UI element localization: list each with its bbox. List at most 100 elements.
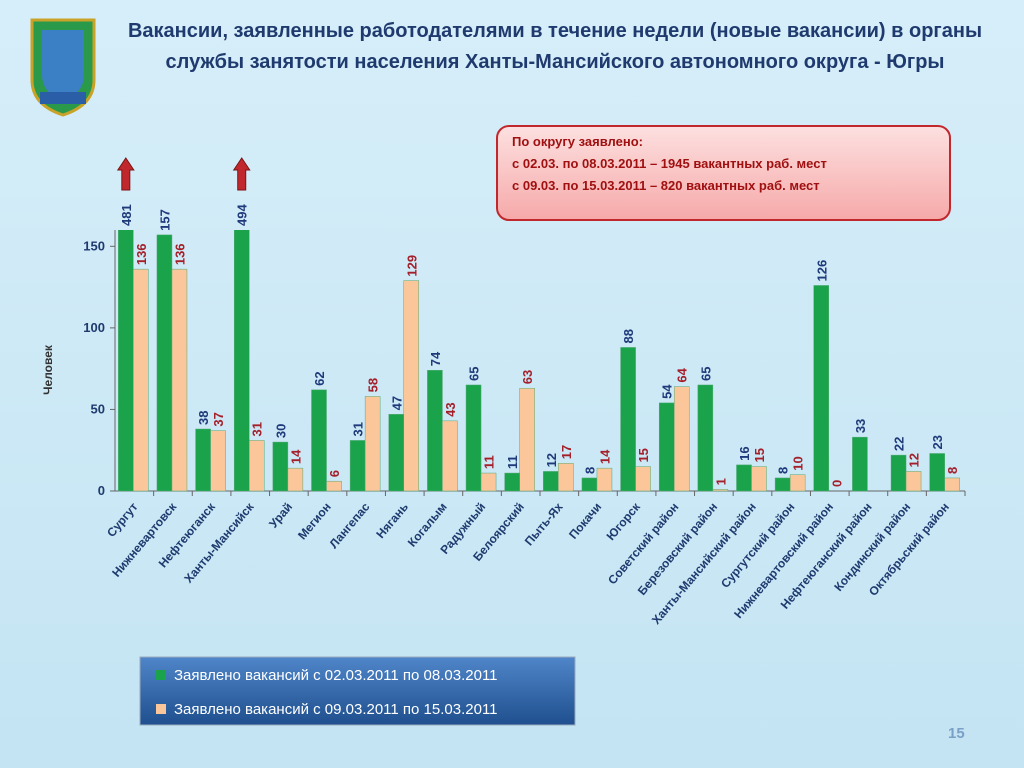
value-label: 6	[327, 470, 342, 477]
bar	[427, 370, 443, 492]
bar	[673, 386, 690, 492]
bar	[388, 414, 405, 492]
bar	[442, 420, 458, 492]
x-tick-label: Ханты-Мансийск	[181, 499, 257, 586]
y-tick-label: 0	[98, 483, 105, 498]
bar	[287, 467, 304, 492]
legend-swatch	[156, 670, 166, 680]
bar	[195, 428, 211, 492]
value-label: 136	[172, 243, 187, 265]
value-label: 43	[443, 402, 458, 416]
bar	[504, 472, 520, 492]
legend	[139, 656, 576, 726]
x-tick-label: Урай	[266, 500, 295, 531]
value-label: 129	[404, 255, 419, 277]
bar	[596, 467, 613, 492]
value-label: 136	[134, 243, 149, 265]
value-label: 58	[366, 378, 381, 392]
bar	[581, 477, 598, 492]
y-axis-label: Человек	[41, 344, 55, 395]
bar	[364, 396, 381, 492]
bar	[118, 230, 134, 492]
x-tick-label: Мегион	[295, 500, 334, 542]
value-label: 23	[930, 435, 945, 449]
info-line: с 02.03. по 08.03.2011 – 1945 вакантных …	[512, 156, 827, 171]
bar	[890, 454, 907, 492]
x-tick-label: Покачи	[566, 500, 604, 542]
value-label: 31	[351, 422, 366, 436]
bar	[697, 384, 714, 492]
overflow-arrow	[116, 157, 135, 191]
value-label: 88	[621, 329, 636, 343]
value-label: 33	[853, 419, 868, 433]
value-label: 64	[675, 367, 690, 382]
value-label: 126	[814, 260, 829, 282]
value-label: 11	[482, 455, 497, 469]
value-label: 14	[288, 449, 303, 464]
value-label: 8	[582, 467, 597, 474]
y-tick-label: 100	[83, 320, 105, 335]
value-label: 17	[559, 445, 574, 459]
bar	[156, 234, 173, 492]
value-label: 12	[907, 453, 922, 467]
bar	[133, 268, 149, 492]
bar	[272, 441, 289, 492]
info-box	[496, 125, 951, 221]
bar	[349, 440, 366, 492]
x-tick-label: Югорск	[604, 499, 644, 543]
x-tick-label: Сургутский район	[718, 500, 797, 591]
value-label: 11	[505, 455, 520, 469]
y-tick-label: 150	[83, 238, 105, 253]
bar	[311, 389, 327, 492]
bar	[326, 480, 342, 492]
value-label: 74	[428, 351, 443, 366]
bar	[929, 453, 945, 492]
value-label: 31	[250, 422, 265, 436]
overflow-arrow	[232, 157, 251, 191]
value-label: 62	[312, 371, 327, 385]
bar	[210, 430, 226, 492]
bar	[905, 471, 922, 492]
value-label: 15	[636, 448, 651, 462]
x-tick-label: Советский район	[605, 500, 681, 587]
value-label: 157	[157, 209, 172, 231]
bar	[635, 466, 651, 492]
y-tick-label: 50	[91, 401, 105, 416]
bar	[171, 268, 188, 492]
value-label: 12	[544, 453, 559, 467]
bar	[813, 285, 830, 492]
info-line: с 09.03. по 15.03.2011 – 820 вакантных р…	[512, 178, 820, 193]
logo	[30, 18, 96, 117]
page-number: 15	[948, 725, 965, 742]
value-label: 65	[467, 367, 482, 381]
bar	[736, 464, 752, 492]
value-label: 1	[713, 478, 728, 485]
value-label: 8	[776, 467, 791, 474]
value-label: 494	[235, 204, 250, 226]
legend-label: Заявлено вакансий с 09.03.2011 по 15.03.…	[174, 701, 498, 718]
bar	[233, 230, 250, 492]
bar	[712, 489, 729, 492]
value-label: 37	[211, 412, 226, 426]
bar	[658, 402, 675, 492]
value-label: 65	[698, 367, 713, 381]
value-label: 54	[660, 384, 675, 399]
bar	[248, 440, 265, 492]
value-label: 30	[273, 424, 288, 438]
value-label: 481	[119, 204, 134, 226]
bar	[480, 472, 497, 492]
bar	[944, 477, 960, 492]
bar	[403, 280, 420, 492]
value-label: 16	[737, 446, 752, 460]
x-tick-label: Сургут	[104, 500, 141, 540]
x-tick-label: Нягань	[373, 500, 411, 541]
x-tick-label: Лангепас	[326, 500, 372, 551]
value-label: 14	[597, 449, 612, 464]
value-label: 22	[892, 437, 907, 451]
value-label: 47	[389, 396, 404, 410]
bar	[620, 347, 636, 492]
bar	[789, 474, 806, 492]
legend-label: Заявлено вакансий с 02.03.2011 по 08.03.…	[174, 667, 498, 684]
